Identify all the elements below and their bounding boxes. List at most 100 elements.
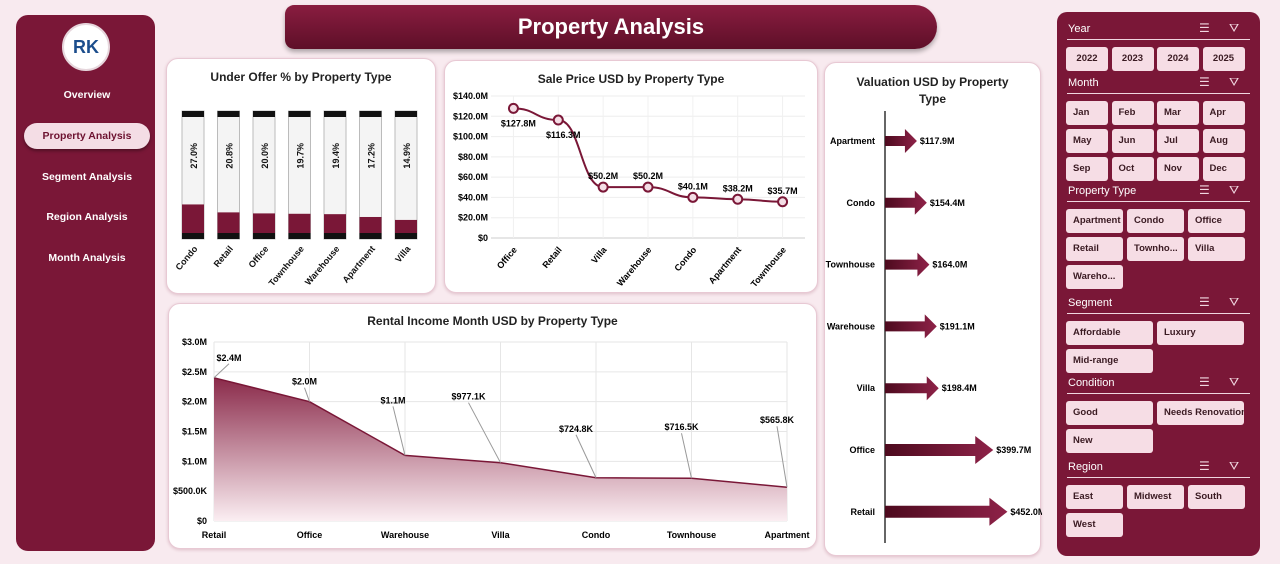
slicer-item-property-type[interactable]: Apartment [1066,209,1123,233]
bar-cap [253,233,275,239]
bar-cap [217,233,240,239]
data-label: $38.2M [723,183,753,193]
chart-title: Sale Price USD by Property Type [537,72,725,86]
y-tick-label: $40.0M [458,192,488,202]
multi-select-icon[interactable]: ☰ [1199,183,1210,197]
x-tick-label: Villa [393,243,413,264]
nav-month-analysis[interactable]: Month Analysis [48,252,126,264]
slicer-item-condition[interactable]: New [1066,429,1153,453]
bar-cap [395,233,417,239]
slicer-item-year[interactable]: 2022 [1066,47,1108,71]
clear-filter-icon[interactable]: ⛛ [1229,183,1240,197]
clear-filter-icon[interactable]: ⛛ [1229,295,1240,309]
data-label: 14.9% [402,143,412,169]
slicer-item-month[interactable]: Aug [1202,129,1245,153]
y-tick-label: Apartment [830,136,875,146]
x-tick-label: Condo [582,530,611,540]
y-tick-label: $80.0M [458,152,488,162]
data-label: $50.2M [588,171,618,181]
slicer-item-region[interactable]: East [1066,485,1123,509]
bar-arrow [885,436,994,464]
bar-arrow [885,190,927,215]
slicer-item-month[interactable]: Jul [1157,129,1199,153]
slicer-item-month[interactable]: May [1066,129,1108,153]
multi-select-icon[interactable]: ☰ [1199,295,1210,309]
x-tick-label: Retail [540,245,563,270]
nav-region-analysis[interactable]: Region Analysis [46,211,128,223]
slicer-item-property-type[interactable]: Retail [1066,237,1123,261]
x-tick-label: Office [246,244,270,270]
y-tick-label: $0 [478,233,488,243]
under-offer-chart: 27.0% Condo 20.8% Retail 20.0% Office 19.7% Tow… [174,110,418,288]
nav-overview[interactable]: Overview [63,89,111,101]
y-tick-label: $20.0M [458,213,488,223]
slicer-title: Month [1068,77,1099,89]
y-tick-label: $1.0M [182,456,207,466]
multi-select-icon[interactable]: ☰ [1199,21,1210,35]
slicer-item-month[interactable]: Feb [1111,101,1154,125]
data-label: $116.3M [546,130,581,140]
nav-segment-analysis[interactable]: Segment Analysis [41,171,133,183]
slicer-item-property-type[interactable]: Villa [1188,237,1245,261]
slicer-title: Segment [1068,297,1113,309]
x-tick-label: Apartment [340,244,377,285]
clear-filter-icon[interactable]: ⛛ [1229,75,1240,89]
data-point [642,181,654,193]
data-label: 17.2% [367,143,377,169]
clear-filter-icon[interactable]: ⛛ [1229,375,1240,389]
data-label: $565.8K [760,415,795,425]
clear-filter-icon[interactable]: ⛛ [1229,459,1240,473]
multi-select-icon[interactable]: ☰ [1199,375,1210,389]
slicer-item-year[interactable]: 2024 [1157,47,1199,71]
data-label: 27.0% [189,143,199,169]
data-label: $154.4M [930,198,965,208]
slicer-panel: Year ☰ ⛛ 2022 2023 2024 2025 Month ☰ ⛛ Jan Feb Mar Ap… [1057,12,1260,556]
slicer-item-month[interactable]: Sep [1066,157,1108,181]
x-tick-label: Office [495,245,519,271]
data-label: $117.9M [920,136,955,146]
data-label: $198.4M [942,383,977,393]
multi-select-icon[interactable]: ☰ [1199,459,1210,473]
slicer-item-property-type[interactable]: Townho... [1127,237,1184,261]
multi-select-icon[interactable]: ☰ [1199,75,1210,89]
x-tick-label: Villa [491,530,510,540]
x-tick-label: Apartment [707,245,744,286]
slicer-item-month[interactable]: Nov [1157,157,1199,181]
leader-line [304,387,310,402]
slicer-item-month[interactable]: Apr [1202,101,1245,125]
slicer-item-condition[interactable]: Needs Renovation [1157,401,1244,425]
x-tick-label: Warehouse [381,530,429,540]
slicer-item-region[interactable]: South [1188,485,1245,509]
sale-price-chart: $0 $20.0M $40.0M $60.0M $80.0M $100.0M $120.0M… [453,91,805,289]
slicer-item-condition[interactable]: Good [1066,401,1153,425]
leader-line [681,433,692,479]
slicer-item-property-type[interactable]: Office [1188,209,1245,233]
bar-cap [324,233,346,239]
slicer-item-region[interactable]: West [1066,513,1123,537]
x-tick-label: Retail [202,530,227,540]
slicer-item-month[interactable]: Jan [1066,101,1108,125]
slicer-item-property-type[interactable]: Condo [1127,209,1184,233]
data-label: $399.7M [996,445,1031,455]
slicer-item-month[interactable]: Dec [1202,157,1245,181]
slicer-item-month[interactable]: Jun [1111,129,1154,153]
slicer-item-property-type[interactable]: Wareho... [1066,265,1123,289]
data-label: 19.7% [296,143,306,169]
slicer-item-segment[interactable]: Affordable [1066,321,1153,345]
slicer-item-year[interactable]: 2023 [1111,47,1154,71]
x-tick-label: Apartment [764,530,809,540]
nav-property-analysis[interactable]: Property Analysis [24,123,150,149]
slicer-item-month[interactable]: Mar [1157,101,1199,125]
x-tick-label: Villa [589,244,609,265]
clear-filter-icon[interactable]: ⛛ [1229,21,1240,35]
slicer-item-segment[interactable]: Luxury [1157,321,1244,345]
page-title: Property Analysis [285,5,937,49]
slicer-item-month[interactable]: Oct [1111,157,1154,181]
data-label: $716.5K [664,422,699,432]
y-tick-label: $500.0K [173,486,208,496]
slicer-item-segment[interactable]: Mid-range [1066,349,1153,373]
slicer-item-year[interactable]: 2025 [1202,47,1245,71]
slicer-item-region[interactable]: Midwest [1127,485,1184,509]
x-tick-label: Condo [174,243,200,272]
data-label: $2.4M [216,353,241,363]
